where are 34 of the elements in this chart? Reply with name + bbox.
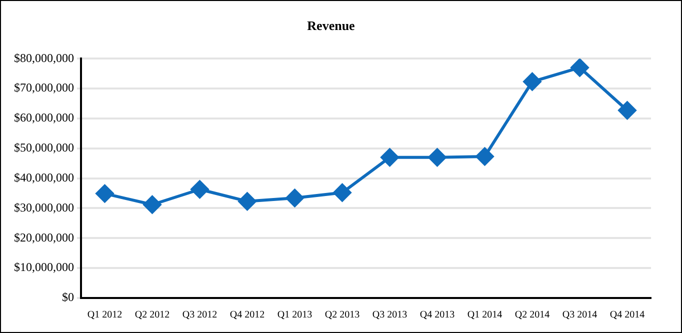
x-tick-label: Q3 2013 <box>372 310 408 321</box>
x-tick-label: Q3 2014 <box>562 310 598 321</box>
x-tick-label: Q2 2013 <box>324 310 360 321</box>
y-tick-label: $70,000,000 <box>14 80 74 95</box>
y-tick-label: $20,000,000 <box>14 230 74 244</box>
point <box>618 101 636 120</box>
point <box>476 147 494 166</box>
x-tick-label: Q4 2012 <box>230 310 265 321</box>
y-tick-label: $30,000,000 <box>14 200 74 214</box>
x-tick-label: Q3 2012 <box>182 310 218 321</box>
y-tick-label: $80,000,000 <box>14 50 74 65</box>
point <box>333 184 352 202</box>
x-tick-label: Q2 2014 <box>514 310 550 321</box>
x-tick-label: Q1 2012 <box>87 310 122 321</box>
x-tick-label: Q1 2014 <box>467 310 502 321</box>
chart-title: Revenue <box>307 18 356 34</box>
point <box>286 189 304 208</box>
x-tick-label: Q2 2012 <box>134 310 170 321</box>
point <box>190 180 209 198</box>
y-tick-label: $0 <box>62 290 74 304</box>
point <box>96 184 114 203</box>
point <box>570 58 589 77</box>
x-tick-label: Q4 2014 <box>610 310 645 321</box>
x-tick-label: Q4 2013 <box>420 310 455 321</box>
point <box>238 192 256 210</box>
point <box>380 148 399 166</box>
y-tick-label: $60,000,000 <box>14 110 74 125</box>
y-tick-label: $50,000,000 <box>14 140 74 155</box>
y-tick-label: $40,000,000 <box>14 170 74 184</box>
y-tick-label: $10,000,000 <box>14 260 74 274</box>
x-tick-label: Q1 2013 <box>277 310 312 321</box>
point <box>523 72 542 91</box>
point <box>143 196 162 214</box>
point <box>428 148 446 166</box>
